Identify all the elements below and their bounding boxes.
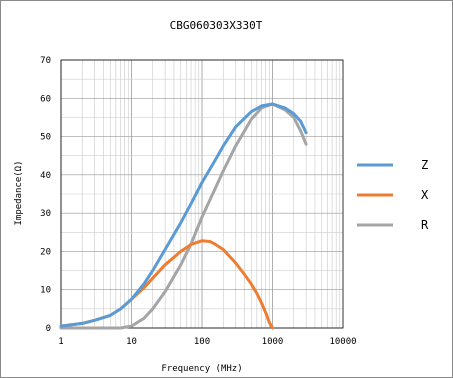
- series-layer: [59, 102, 308, 330]
- series-line-z: [59, 102, 308, 328]
- x-axis-label: Frequency (MHz): [161, 364, 242, 374]
- y-tick-label: 50: [40, 133, 51, 143]
- legend-label-z: Z: [421, 158, 428, 172]
- tick-labels: 1 10 100 1000 10000 0 10 20 30 40 50 60 70: [40, 56, 356, 347]
- plot-area: [60, 59, 344, 329]
- x-tick-label: 1: [58, 337, 63, 347]
- y-tick-label: 40: [40, 171, 51, 181]
- y-axis-label: Impedance(Ω): [14, 160, 24, 225]
- series-line-x: [59, 239, 274, 330]
- chart-title: CBG060303X330T: [170, 19, 263, 32]
- x-tick-label: 100: [194, 337, 210, 347]
- legend-label-x: X: [421, 188, 429, 202]
- x-tick-label: 10000: [329, 337, 356, 347]
- x-tick-label: 1000: [262, 337, 284, 347]
- y-tick-label: 60: [40, 94, 51, 104]
- y-tick-label: 0: [46, 324, 51, 334]
- grid-lines: [60, 59, 343, 329]
- y-tick-label: 20: [40, 247, 51, 257]
- legend-label-r: R: [421, 218, 429, 232]
- x-tick-label: 10: [126, 337, 137, 347]
- y-tick-label: 30: [40, 209, 51, 219]
- legend: Z X R: [357, 158, 429, 232]
- y-tick-label: 10: [40, 286, 51, 296]
- y-tick-label: 70: [40, 56, 51, 66]
